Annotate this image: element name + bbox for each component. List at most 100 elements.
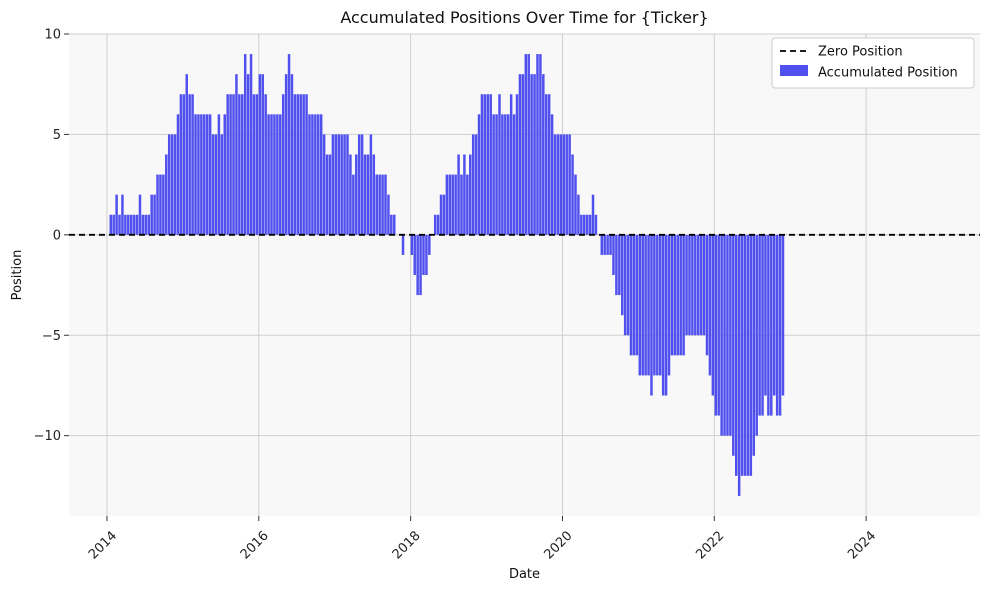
bar xyxy=(349,154,352,235)
bar xyxy=(609,234,612,255)
bar xyxy=(545,94,548,235)
bar xyxy=(647,234,650,376)
legend-bar-swatch xyxy=(780,65,808,76)
bar xyxy=(775,234,779,416)
bar xyxy=(781,234,785,396)
bar xyxy=(723,234,726,436)
bar xyxy=(185,74,188,235)
bar xyxy=(132,214,136,235)
legend-box xyxy=(771,37,975,89)
bar xyxy=(539,54,542,235)
bar xyxy=(553,134,557,235)
bar xyxy=(708,234,712,376)
bar xyxy=(682,234,685,356)
bar xyxy=(439,194,443,235)
bar xyxy=(501,114,504,235)
bar xyxy=(585,214,589,235)
legend-label-accumulated-position: Accumulated Position xyxy=(818,66,958,81)
bar xyxy=(606,234,609,255)
bars xyxy=(109,54,785,496)
bar xyxy=(594,214,598,235)
bar xyxy=(550,114,554,235)
bar xyxy=(650,234,653,396)
bar xyxy=(509,94,513,235)
bar xyxy=(290,74,294,235)
bar xyxy=(393,214,396,235)
bar xyxy=(150,194,153,235)
y-tick-label: 0 xyxy=(53,228,61,243)
bar xyxy=(144,214,148,235)
legend-label-zero-position: Zero Position xyxy=(818,45,903,60)
y-tick-label: 10 xyxy=(44,28,61,43)
bar xyxy=(714,234,718,416)
bar xyxy=(480,94,484,235)
bar xyxy=(512,114,516,235)
bar xyxy=(205,114,209,235)
bar xyxy=(694,234,697,336)
bar xyxy=(451,174,454,235)
bar xyxy=(626,234,630,336)
bar xyxy=(112,214,115,235)
bar xyxy=(328,154,332,235)
bar xyxy=(498,94,501,235)
bar xyxy=(734,234,738,476)
bar xyxy=(235,74,238,235)
bar xyxy=(311,114,314,235)
bar xyxy=(729,234,732,436)
bar xyxy=(559,134,563,235)
bar xyxy=(518,74,522,235)
bar xyxy=(308,114,311,235)
bar xyxy=(179,94,183,235)
bar xyxy=(638,234,642,376)
bar xyxy=(296,94,300,235)
bar xyxy=(214,134,218,235)
bar xyxy=(489,94,492,235)
x-axis-label: Date xyxy=(509,567,540,582)
bar xyxy=(454,174,457,235)
bar xyxy=(194,114,197,235)
bar xyxy=(442,194,446,235)
bar xyxy=(325,154,329,235)
bar xyxy=(167,134,171,235)
bar xyxy=(363,154,367,235)
bar xyxy=(588,214,592,235)
bar xyxy=(618,234,621,296)
bar xyxy=(711,234,715,396)
bar xyxy=(699,234,703,336)
bar xyxy=(281,94,285,235)
bar xyxy=(591,194,595,235)
bar xyxy=(527,54,530,235)
bar xyxy=(366,154,370,235)
bar xyxy=(486,94,490,235)
x-tick-label: 2024 xyxy=(845,528,879,562)
bar xyxy=(129,214,133,235)
bar xyxy=(413,234,416,275)
bar xyxy=(603,234,606,255)
bar xyxy=(471,134,475,235)
bar xyxy=(492,114,495,235)
bar xyxy=(334,134,338,235)
bar xyxy=(223,114,226,235)
bar xyxy=(381,174,384,235)
bar xyxy=(460,174,463,235)
bar xyxy=(705,234,709,356)
bar xyxy=(778,234,782,416)
bar xyxy=(352,174,355,235)
bar xyxy=(583,214,586,235)
bar xyxy=(436,214,440,235)
bar xyxy=(653,234,656,376)
bar xyxy=(270,114,273,235)
bar xyxy=(346,134,349,235)
bar xyxy=(360,134,364,235)
bar xyxy=(422,234,425,275)
bar xyxy=(770,234,773,416)
bar xyxy=(641,234,644,376)
bar xyxy=(565,134,568,235)
bar xyxy=(220,134,224,235)
bar xyxy=(635,234,639,356)
bar xyxy=(249,54,253,235)
bar xyxy=(580,214,583,235)
bar xyxy=(159,174,162,235)
bar xyxy=(755,234,758,436)
bar xyxy=(217,114,221,235)
